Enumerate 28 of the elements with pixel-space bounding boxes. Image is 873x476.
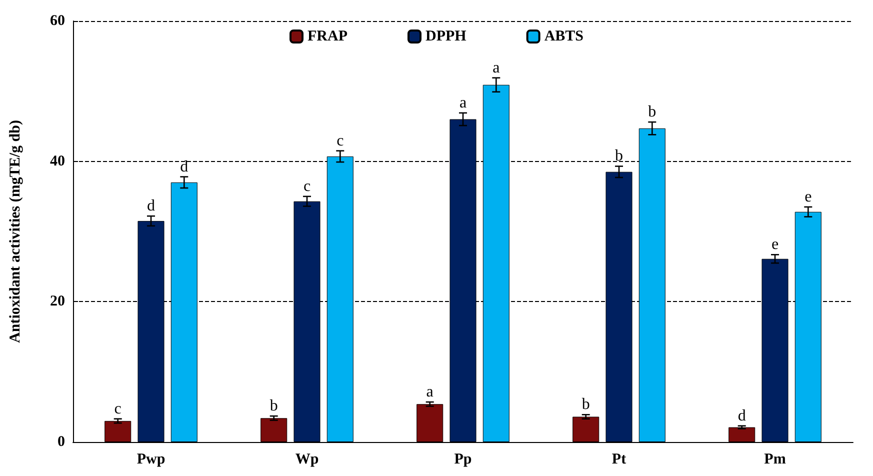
- data-label: a: [426, 384, 434, 401]
- data-label: a: [459, 94, 467, 112]
- y-tick-label: 20: [50, 294, 65, 310]
- data-label: a: [492, 59, 500, 76]
- data-label: e: [804, 188, 812, 206]
- data-label: c: [336, 132, 344, 150]
- data-label: b: [582, 396, 590, 414]
- data-label: d: [180, 158, 188, 176]
- data-label: b: [648, 104, 656, 121]
- legend-label: DPPH: [425, 28, 467, 44]
- legend-label: ABTS: [544, 28, 584, 44]
- y-tick-label: 0: [58, 434, 65, 450]
- y-tick-label: 60: [50, 13, 65, 29]
- y-tick-label: 40: [50, 153, 65, 170]
- legend-label: FRAP: [308, 28, 348, 44]
- data-label: c: [114, 400, 122, 418]
- x-tick-label: Wp: [295, 452, 319, 468]
- data-label: b: [615, 148, 623, 165]
- data-label: d: [738, 407, 746, 424]
- data-label: d: [147, 198, 155, 215]
- x-tick-label: Pt: [612, 452, 626, 468]
- x-tick-label: Pp: [454, 452, 472, 468]
- data-label: e: [771, 236, 779, 254]
- data-label: b: [270, 398, 278, 415]
- y-axis-title: Antioxidant activities (mgTE/g db): [8, 120, 24, 343]
- x-tick-label: Pwp: [136, 452, 166, 468]
- data-label: c: [303, 178, 311, 195]
- x-tick-label: Pm: [764, 452, 786, 468]
